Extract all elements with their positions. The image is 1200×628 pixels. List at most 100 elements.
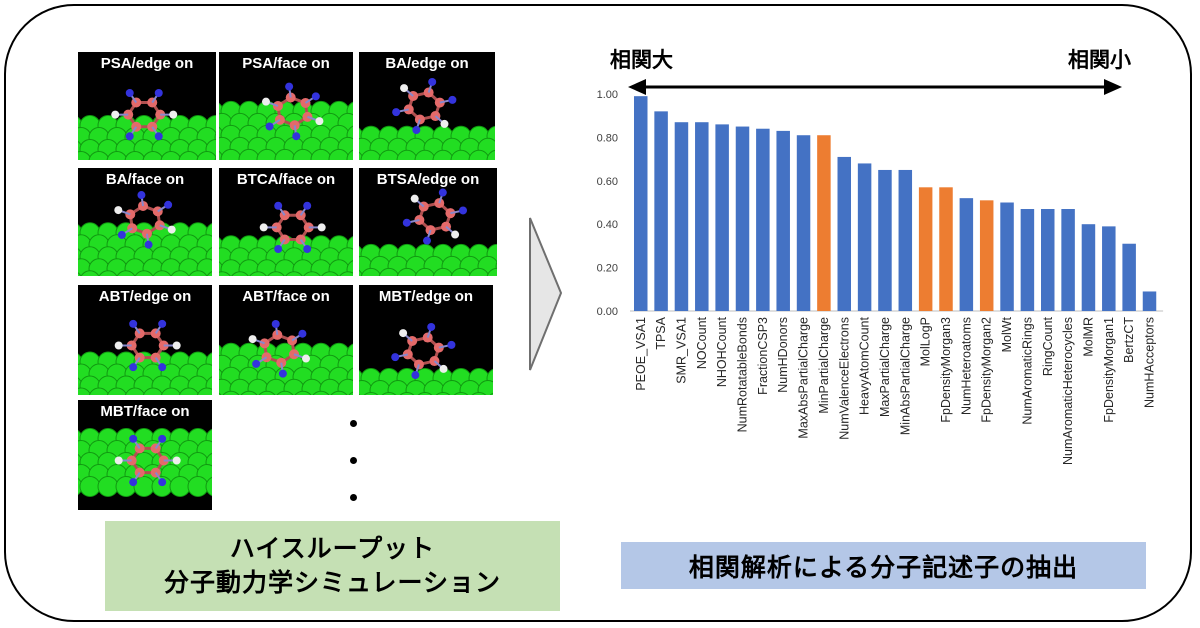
- tile-ba-face: BA/face on: [78, 168, 212, 276]
- bar: [796, 135, 811, 311]
- tile-label: ABT/edge on: [98, 288, 192, 305]
- simulation-caption-line1: ハイスループット: [229, 534, 436, 563]
- molecule-render: [359, 322, 493, 395]
- tile-label: MBT/edge on: [378, 288, 474, 305]
- bar: [857, 163, 872, 311]
- molecule-render: [219, 201, 353, 276]
- bar: [817, 135, 831, 311]
- x-tick-label: MinPartialCharge: [817, 317, 831, 414]
- bar: [979, 200, 994, 311]
- bar: [918, 187, 933, 311]
- bar: [654, 111, 668, 311]
- simulation-caption-box: ハイスループット 分子動力学シミュレーション: [105, 521, 560, 611]
- outer-frame: [4, 4, 1192, 622]
- bar: [1061, 209, 1075, 311]
- bar: [1000, 202, 1014, 311]
- flow-arrow-icon: [529, 217, 563, 371]
- x-tick-label: NumHAcceptors: [1143, 317, 1157, 408]
- bar: [1142, 291, 1157, 311]
- ellipsis-dot: [350, 457, 357, 464]
- bar: [674, 122, 689, 312]
- tile-psa-face: PSA/face on: [219, 52, 353, 160]
- bar: [634, 96, 648, 311]
- tile-label: PSA/edge on: [100, 55, 194, 72]
- x-tick-label: NumValenceElectrons: [837, 317, 851, 440]
- tile-label: PSA/face on: [242, 55, 330, 72]
- bar: [837, 156, 851, 311]
- bar: [695, 122, 709, 312]
- tile-label: ABT/face on: [242, 288, 330, 305]
- tile-psa-edge: PSA/edge on: [78, 52, 216, 160]
- analysis-caption: 相関解析による分子記述子の抽出: [688, 552, 1079, 582]
- tile-mbt-face: MBT/face on: [78, 400, 212, 510]
- x-tick-label: FpDensityMorgan2: [980, 317, 994, 423]
- x-tick-label: MinAbsPartialCharge: [898, 317, 912, 435]
- y-tick-label: 0.40: [597, 219, 618, 231]
- x-tick-label: SMR_VSA1: [674, 317, 688, 384]
- tile-label: BA/edge on: [385, 55, 469, 72]
- correlation-scale-arrow: [628, 79, 1122, 95]
- tile-label: BA/face on: [105, 171, 185, 188]
- y-tick-label: 0.20: [597, 263, 618, 275]
- tile-mbt-edge: MBT/edge on: [359, 285, 493, 395]
- high-correlation-label: 相関大: [610, 48, 673, 72]
- x-tick-label: BertzCT: [1122, 317, 1136, 363]
- ellipsis-dot: [350, 420, 357, 427]
- bar: [756, 128, 770, 311]
- molecule-render: [78, 319, 212, 395]
- x-tick-label: TPSA: [654, 316, 668, 349]
- x-tick-label: MolWt: [1000, 316, 1014, 352]
- tile-ba-edge: BA/edge on: [359, 52, 495, 160]
- x-tick-label: RingCount: [1041, 316, 1055, 376]
- bar: [1041, 209, 1055, 311]
- bar: [939, 187, 953, 311]
- tile-abt-face: ABT/face on: [219, 285, 353, 395]
- bar: [735, 126, 750, 311]
- molecule-render: [359, 188, 497, 276]
- bar: [1081, 224, 1096, 311]
- y-tick-label: 0.00: [597, 306, 618, 318]
- bar: [715, 124, 729, 311]
- tile-btca-face: BTCA/face on: [219, 168, 353, 276]
- bar: [878, 169, 892, 311]
- x-tick-label: NumAromaticRings: [1020, 317, 1034, 425]
- x-tick-label: NumHDonors: [776, 317, 790, 393]
- x-tick-label: FractionCSP3: [756, 317, 770, 395]
- molecule-render: [78, 191, 212, 276]
- x-tick-label: FpDensityMorgan1: [1102, 317, 1116, 423]
- molecule-render: [78, 88, 216, 160]
- molecule-render: [219, 319, 353, 395]
- bar: [898, 169, 913, 311]
- molecule-render: [359, 77, 495, 160]
- low-correlation-label: 相関小: [1068, 48, 1131, 72]
- y-tick-label: 0.80: [597, 132, 618, 144]
- bar: [1020, 209, 1035, 311]
- tile-label: BTCA/face on: [236, 171, 336, 188]
- x-tick-label: NumHeteroatoms: [959, 317, 973, 415]
- tile-btsa-edge: BTSA/edge on: [359, 168, 497, 276]
- analysis-caption-box: 相関解析による分子記述子の抽出: [621, 542, 1146, 589]
- tile-label: BTSA/edge on: [376, 171, 480, 188]
- x-tick-label: MaxPartialCharge: [878, 317, 892, 417]
- tile-abt-edge: ABT/edge on: [78, 285, 212, 395]
- simulation-caption-line2: 分子動力学シミュレーション: [163, 568, 501, 597]
- x-tick-label: MolLogP: [919, 317, 933, 366]
- bar: [959, 198, 974, 311]
- x-tick-label: PEOE_VSA1: [634, 317, 648, 391]
- y-tick-label: 1.00: [597, 89, 618, 101]
- bar: [776, 130, 790, 311]
- x-tick-label: NOCount: [695, 316, 709, 369]
- bar: [1102, 226, 1116, 311]
- x-tick-label: NumAromaticHeterocycles: [1061, 317, 1075, 465]
- x-tick-label: NHOHCount: [715, 316, 729, 387]
- x-tick-label: MaxAbsPartialCharge: [797, 317, 811, 439]
- y-tick-label: 0.60: [597, 176, 618, 188]
- tile-label: MBT/face on: [100, 403, 190, 420]
- x-tick-label: FpDensityMorgan3: [939, 317, 953, 423]
- x-tick-label: NumRotatableBonds: [736, 317, 750, 432]
- molecule-render: [78, 428, 212, 497]
- x-tick-label: MolMR: [1081, 317, 1095, 357]
- ellipsis-dot: [350, 494, 357, 501]
- molecule-render: [219, 82, 353, 160]
- bar: [1122, 243, 1136, 311]
